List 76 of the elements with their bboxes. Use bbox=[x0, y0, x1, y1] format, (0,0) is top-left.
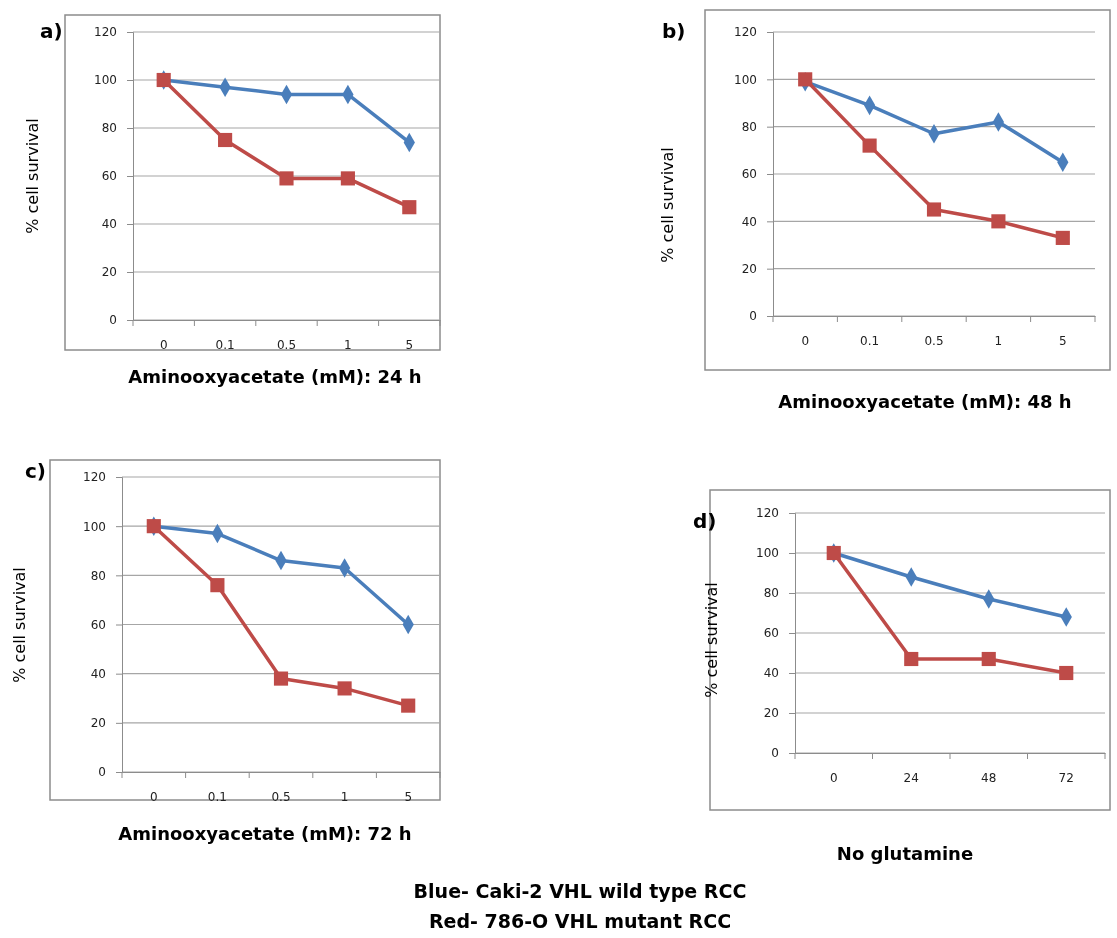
y-tick-label: 20 bbox=[90, 716, 106, 731]
x-axis-title: Aminooxyacetate (mM): 48 h bbox=[778, 391, 1072, 412]
y-tick-label: 40 bbox=[763, 666, 779, 681]
y-tick-label: 80 bbox=[101, 121, 117, 136]
y-tick-label: 100 bbox=[83, 519, 106, 534]
y-axis-title: % cell survival bbox=[658, 147, 677, 263]
y-tick-label: 120 bbox=[734, 25, 757, 40]
y-tick-label: 20 bbox=[741, 262, 757, 277]
x-tick-label: 5 bbox=[405, 337, 414, 352]
y-axis-title: % cell survival bbox=[702, 582, 721, 698]
y-tick-label: 40 bbox=[101, 217, 117, 232]
x-axis-title: Aminooxyacetate (mM): 24 h bbox=[128, 366, 422, 387]
y-tick-label: 20 bbox=[763, 706, 779, 721]
point bbox=[904, 651, 919, 667]
point bbox=[926, 202, 942, 217]
x-tick-label: 48 bbox=[981, 770, 997, 785]
x-tick-label: 72 bbox=[1058, 770, 1074, 785]
x-tick-label: 0 bbox=[801, 333, 810, 348]
point bbox=[401, 698, 416, 713]
point bbox=[279, 171, 294, 186]
x-axis-title: Aminooxyacetate (mM): 72 h bbox=[118, 823, 412, 844]
point bbox=[981, 651, 996, 667]
x-tick-label: 0.5 bbox=[271, 789, 291, 804]
point bbox=[862, 138, 877, 153]
y-tick-label: 80 bbox=[741, 120, 757, 135]
point bbox=[1055, 230, 1070, 245]
point bbox=[273, 671, 289, 686]
x-tick-label: 0 bbox=[149, 789, 158, 804]
y-tick-label: 120 bbox=[83, 470, 106, 485]
y-tick-label: 120 bbox=[94, 25, 117, 40]
point bbox=[337, 681, 352, 696]
y-tick-label: 100 bbox=[756, 546, 779, 561]
y-tick-label: 100 bbox=[734, 72, 757, 87]
chart-title: d) bbox=[693, 509, 717, 533]
y-tick-label: 0 bbox=[109, 313, 117, 328]
x-tick-label: 5 bbox=[404, 789, 413, 804]
x-axis-title: No glutamine bbox=[836, 843, 974, 864]
y-tick-label: 0 bbox=[749, 309, 757, 324]
y-tick-label: 60 bbox=[763, 626, 779, 641]
y-tick-label: 60 bbox=[741, 167, 757, 182]
y-tick-label: 80 bbox=[763, 586, 779, 601]
x-tick-label: 0.5 bbox=[276, 337, 297, 352]
x-tick-label: 0.1 bbox=[215, 337, 235, 352]
point bbox=[218, 132, 233, 148]
y-axis-title: % cell survival bbox=[23, 118, 42, 234]
y-tick-label: 20 bbox=[101, 265, 117, 280]
y-tick-label: 40 bbox=[741, 214, 757, 229]
point bbox=[402, 200, 417, 215]
x-tick-label: 0.1 bbox=[860, 333, 880, 348]
y-tick-label: 120 bbox=[756, 506, 779, 521]
x-tick-label: 1 bbox=[344, 337, 352, 352]
y-tick-label: 100 bbox=[94, 73, 117, 88]
y-tick-label: 40 bbox=[90, 667, 106, 682]
x-tick-label: 0.5 bbox=[924, 333, 944, 348]
x-tick-label: 24 bbox=[903, 770, 919, 785]
x-tick-label: 1 bbox=[340, 789, 349, 804]
x-tick-label: 0 bbox=[159, 337, 168, 352]
chart-title: c) bbox=[25, 459, 46, 483]
x-tick-label: 5 bbox=[1058, 333, 1067, 348]
point bbox=[798, 72, 813, 87]
x-tick-label: 1 bbox=[994, 333, 1003, 348]
chart-title: a) bbox=[40, 19, 63, 43]
x-tick-label: 0.1 bbox=[207, 789, 227, 804]
y-tick-label: 60 bbox=[101, 169, 117, 184]
y-tick-label: 80 bbox=[90, 568, 106, 583]
y-tick-label: 0 bbox=[771, 746, 779, 761]
point bbox=[1059, 665, 1074, 681]
point bbox=[991, 214, 1006, 229]
point bbox=[210, 578, 225, 593]
y-axis-title: % cell survival bbox=[10, 567, 29, 683]
point bbox=[340, 171, 355, 186]
chart-title: b) bbox=[662, 19, 686, 43]
text: Blue- Caki-2 VHL wild type RCC bbox=[413, 880, 747, 902]
text: Red- 786-O VHL mutant RCC bbox=[428, 910, 732, 932]
y-tick-label: 60 bbox=[90, 617, 106, 632]
x-tick-label: 0 bbox=[829, 770, 838, 785]
